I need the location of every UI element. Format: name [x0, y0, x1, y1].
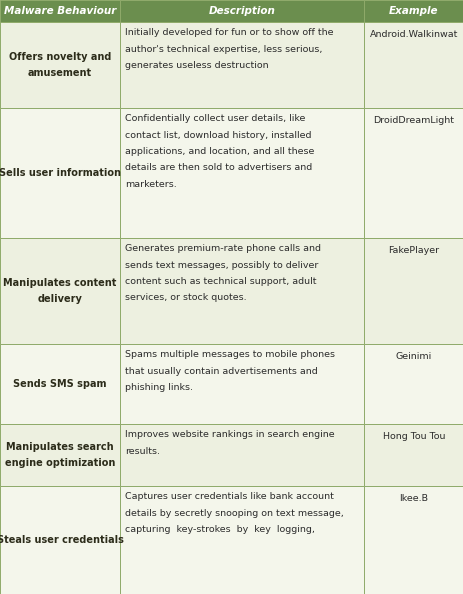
Text: capturing  key-strokes  by  key  logging,: capturing key-strokes by key logging,	[125, 525, 314, 534]
Text: phishing links.: phishing links.	[125, 383, 193, 392]
Text: Improves website rankings in search engine: Improves website rankings in search engi…	[125, 430, 334, 439]
Bar	[0, 22, 120, 108]
Bar	[120, 0, 363, 22]
Text: Ikee.B: Ikee.B	[399, 494, 427, 503]
Bar	[120, 22, 363, 108]
Text: Manipulates search
engine optimization: Manipulates search engine optimization	[5, 442, 115, 468]
Text: applications, and location, and all these: applications, and location, and all thes…	[125, 147, 314, 156]
Text: Android.Walkinwat: Android.Walkinwat	[369, 30, 457, 39]
Text: Geinimi: Geinimi	[395, 352, 431, 361]
Bar	[363, 344, 463, 424]
Text: Manipulates content
delivery: Manipulates content delivery	[3, 278, 116, 304]
Bar	[120, 486, 363, 594]
Bar	[363, 108, 463, 238]
Bar	[0, 238, 120, 344]
Bar	[363, 424, 463, 486]
Text: services, or stock quotes.: services, or stock quotes.	[125, 293, 246, 302]
Bar	[363, 22, 463, 108]
Text: sends text messages, possibly to deliver: sends text messages, possibly to deliver	[125, 261, 318, 270]
Text: results.: results.	[125, 447, 160, 456]
Text: details are then sold to advertisers and: details are then sold to advertisers and	[125, 163, 312, 172]
Text: Initially developed for fun or to show off the: Initially developed for fun or to show o…	[125, 28, 333, 37]
Bar	[120, 238, 363, 344]
Text: Sends SMS spam: Sends SMS spam	[13, 379, 106, 389]
Bar	[0, 0, 120, 22]
Text: FakePlayer: FakePlayer	[388, 246, 438, 255]
Text: Description: Description	[208, 6, 275, 16]
Text: Malware Behaviour: Malware Behaviour	[4, 6, 116, 16]
Text: Hong Tou Tou: Hong Tou Tou	[382, 432, 444, 441]
Bar	[120, 424, 363, 486]
Text: Steals user credentials: Steals user credentials	[0, 535, 123, 545]
Bar	[363, 238, 463, 344]
Text: marketers.: marketers.	[125, 180, 176, 189]
Text: that usually contain advertisements and: that usually contain advertisements and	[125, 366, 317, 375]
Bar	[0, 344, 120, 424]
Text: details by secretly snooping on text message,: details by secretly snooping on text mes…	[125, 508, 343, 517]
Bar	[0, 108, 120, 238]
Text: Generates premium-rate phone calls and: Generates premium-rate phone calls and	[125, 244, 320, 253]
Text: generates useless destruction: generates useless destruction	[125, 61, 268, 70]
Text: Confidentially collect user details, like: Confidentially collect user details, lik…	[125, 114, 305, 123]
Text: DroidDreamLight: DroidDreamLight	[373, 116, 454, 125]
Text: Captures user credentials like bank account: Captures user credentials like bank acco…	[125, 492, 333, 501]
Bar	[363, 486, 463, 594]
Bar	[0, 424, 120, 486]
Text: contact list, download history, installed: contact list, download history, installe…	[125, 131, 311, 140]
Text: Example: Example	[388, 6, 438, 16]
Text: Sells user information: Sells user information	[0, 168, 121, 178]
Bar	[0, 486, 120, 594]
Bar	[363, 0, 463, 22]
Text: Offers novelty and
amusement: Offers novelty and amusement	[9, 52, 111, 78]
Bar	[120, 344, 363, 424]
Text: Spams multiple messages to mobile phones: Spams multiple messages to mobile phones	[125, 350, 334, 359]
Bar	[120, 108, 363, 238]
Text: content such as technical support, adult: content such as technical support, adult	[125, 277, 316, 286]
Text: author's technical expertise, less serious,: author's technical expertise, less serio…	[125, 45, 322, 53]
